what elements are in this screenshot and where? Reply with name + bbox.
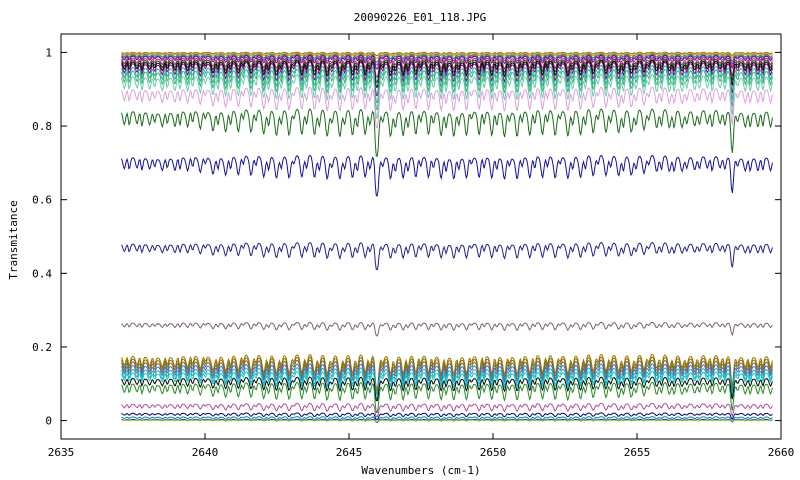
series-line-6 [121, 56, 773, 78]
series-line-14 [121, 108, 773, 158]
series-line-26 [121, 402, 773, 418]
series-lines [121, 51, 773, 423]
x-tick-label: 2640 [192, 446, 219, 459]
series-line-19 [121, 356, 773, 392]
series-line-20 [121, 359, 773, 395]
series-line-3 [121, 53, 773, 63]
series-line-5 [121, 54, 773, 70]
series-line-11 [121, 68, 773, 111]
x-tick-label: 2660 [768, 446, 795, 459]
chart-title: 20090226_E01_118.JPG [354, 11, 486, 24]
series-line-4 [121, 54, 773, 66]
series-line-23 [121, 370, 773, 399]
y-tick-label: 0.4 [32, 267, 52, 280]
y-tick-label: 0 [45, 415, 52, 428]
series-line-24 [121, 376, 773, 402]
x-tick-label: 2655 [624, 446, 651, 459]
series-line-17 [121, 321, 773, 337]
y-tick-label: 0.2 [32, 341, 52, 354]
series-line-22 [121, 367, 773, 399]
series-line-12 [121, 73, 773, 119]
x-tick-label: 2650 [480, 446, 507, 459]
y-axis-label: Transmitance [7, 200, 20, 279]
series-line-25 [121, 381, 773, 414]
series-line-9 [121, 61, 773, 97]
series-line-16 [121, 242, 773, 271]
series-line-10 [121, 64, 773, 104]
series-line-21 [121, 363, 773, 395]
y-tick-label: 0.6 [32, 194, 52, 207]
series-line-15 [121, 154, 773, 197]
series-line-27 [121, 412, 773, 421]
x-tick-label: 2635 [48, 446, 75, 459]
x-axis-label: Wavenumbers (cm-1) [361, 464, 480, 477]
x-tick-label: 2645 [336, 446, 363, 459]
series-line-13 [121, 86, 773, 129]
x-axis: 2635 2640 2645 2650 2655 2660 [48, 34, 795, 459]
y-axis: 0 0.2 0.4 0.6 0.8 1 [32, 46, 781, 428]
series-line-30 [121, 419, 773, 422]
series-line-1 [121, 51, 773, 57]
y-tick-label: 1 [45, 46, 52, 59]
series-line-2 [121, 52, 773, 59]
y-tick-label: 0.8 [32, 120, 52, 133]
series-line-7 [121, 58, 773, 83]
series-line-28 [121, 416, 773, 423]
plot-frame [60, 33, 782, 440]
series-line-8 [121, 59, 773, 88]
